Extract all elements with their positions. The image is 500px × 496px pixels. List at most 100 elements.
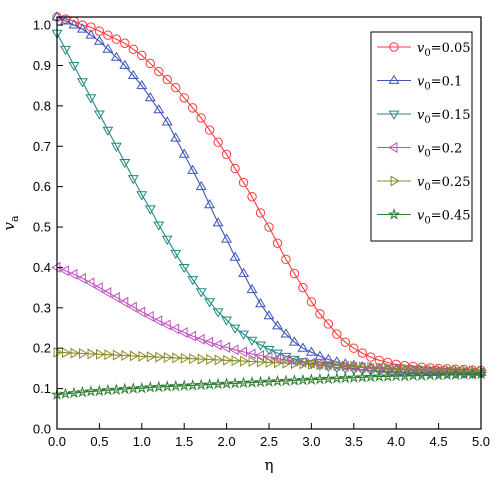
data-point xyxy=(179,93,189,103)
data-point xyxy=(104,349,114,361)
data-point xyxy=(262,375,276,387)
data-point xyxy=(333,360,343,372)
data-point xyxy=(93,35,105,45)
x-tick-label: 3.0 xyxy=(302,434,320,449)
y-axis-title-subscript: a xyxy=(8,215,21,222)
data-point xyxy=(93,110,105,120)
data-point xyxy=(85,277,95,289)
data-point xyxy=(178,327,188,338)
data-point xyxy=(340,337,351,347)
data-point xyxy=(84,384,98,397)
x-tick-label: 1.5 xyxy=(175,434,193,449)
y-tick-label: 0.9 xyxy=(33,58,51,73)
data-point xyxy=(206,354,216,365)
legend-label-base: v xyxy=(417,108,425,123)
data-point xyxy=(119,59,131,69)
data-point xyxy=(332,329,342,339)
legend-label: v0=0.25 xyxy=(417,175,471,193)
x-tick-label: 4.0 xyxy=(387,434,405,449)
data-point xyxy=(187,103,198,113)
data-point xyxy=(238,330,250,340)
data-point xyxy=(62,347,72,359)
data-point xyxy=(358,361,369,373)
data-point xyxy=(237,346,247,358)
data-point xyxy=(93,282,103,294)
data-point xyxy=(214,354,224,366)
data-point xyxy=(85,94,97,104)
data-point xyxy=(289,268,300,279)
data-point xyxy=(161,235,173,245)
data-point xyxy=(341,360,352,372)
legend-label-subscript: 0 xyxy=(424,48,430,59)
data-point xyxy=(322,363,334,373)
data-point xyxy=(169,323,180,335)
data-point xyxy=(322,372,335,385)
legend-label-base: v xyxy=(417,175,425,190)
data-point xyxy=(291,358,301,370)
data-point xyxy=(136,306,146,318)
data-point xyxy=(220,341,230,353)
data-point xyxy=(299,358,309,370)
x-tick-label: 0.5 xyxy=(90,434,108,449)
x-axis-title: η xyxy=(265,456,274,474)
data-point xyxy=(76,78,88,88)
data-point xyxy=(128,44,139,55)
x-tick-label: 1.0 xyxy=(133,434,151,449)
data-point xyxy=(221,233,233,243)
data-point xyxy=(153,315,163,327)
legend-marker xyxy=(387,207,401,220)
ticks-layer: 0.0 0.5 1.0 1.5 2.0 2.5 3.0 3.5 4.0 4.5 5.0 0.0 0.1 0… xyxy=(33,18,490,449)
data-point xyxy=(194,378,208,391)
series-2 xyxy=(51,29,487,380)
data-point xyxy=(161,319,171,331)
data-point xyxy=(349,343,359,353)
data-point xyxy=(281,254,291,265)
data-point xyxy=(255,208,266,218)
data-point xyxy=(144,380,157,393)
data-point xyxy=(231,355,241,367)
legend-label-value: =0.2 xyxy=(431,142,463,157)
data-point xyxy=(111,34,122,44)
data-point xyxy=(68,19,80,29)
data-point xyxy=(177,379,191,392)
legend-label-value: =0.45 xyxy=(431,209,471,224)
data-point xyxy=(254,350,264,361)
legend-label-subscript: 0 xyxy=(424,82,430,93)
y-tick-label: 0.6 xyxy=(33,179,51,194)
data-point xyxy=(221,149,232,160)
data-point xyxy=(195,180,207,191)
data-point xyxy=(347,371,361,383)
legend-marker xyxy=(389,42,399,52)
data-point xyxy=(170,132,182,142)
data-point xyxy=(246,348,256,360)
x-tick-label: 2.5 xyxy=(260,434,278,449)
data-point xyxy=(120,38,130,48)
data-point xyxy=(297,342,309,352)
data-point xyxy=(306,297,317,307)
data-point xyxy=(274,357,284,369)
data-point xyxy=(212,377,225,390)
data-point xyxy=(265,356,275,368)
data-point xyxy=(60,45,71,56)
x-tick-label: 5.0 xyxy=(472,434,490,449)
y-tick-label: 0.5 xyxy=(33,220,51,235)
data-point xyxy=(229,344,239,356)
data-point xyxy=(401,363,411,375)
legend-label-subscript: 0 xyxy=(424,216,430,227)
series-line xyxy=(56,266,481,374)
data-point xyxy=(186,330,197,342)
data-point xyxy=(246,336,258,346)
x-tick-label: 3.5 xyxy=(345,434,363,449)
legend-label: v0=0.45 xyxy=(417,209,471,227)
data-point xyxy=(279,374,293,387)
data-point xyxy=(187,164,199,174)
data-point xyxy=(223,354,233,366)
data-point xyxy=(138,350,148,362)
data-point xyxy=(127,69,139,79)
x-tick-label: 2.0 xyxy=(218,434,236,449)
data-point xyxy=(272,320,283,330)
data-point xyxy=(127,175,139,185)
data-point xyxy=(119,159,131,169)
